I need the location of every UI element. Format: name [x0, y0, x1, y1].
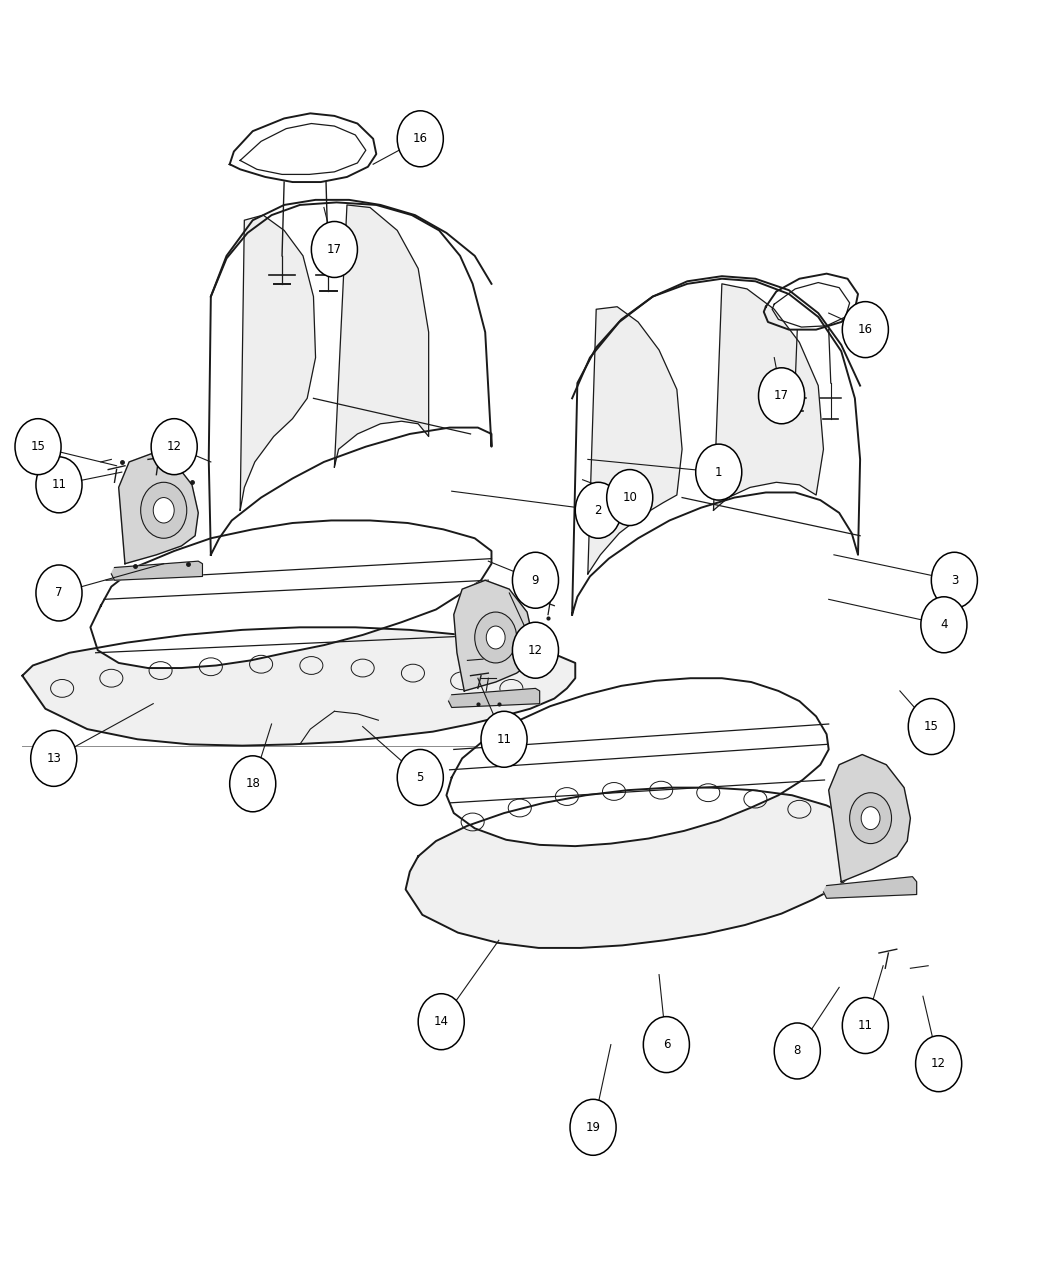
Polygon shape: [22, 627, 575, 746]
Text: 12: 12: [167, 440, 182, 453]
Polygon shape: [119, 453, 198, 564]
Circle shape: [397, 750, 443, 806]
Polygon shape: [763, 274, 858, 330]
Polygon shape: [448, 688, 540, 708]
Text: 18: 18: [246, 778, 260, 790]
Circle shape: [842, 997, 888, 1053]
Circle shape: [696, 444, 741, 500]
Circle shape: [418, 993, 464, 1049]
Circle shape: [153, 497, 174, 523]
Polygon shape: [111, 561, 203, 580]
Text: 12: 12: [931, 1057, 946, 1070]
Circle shape: [397, 111, 443, 167]
Polygon shape: [828, 755, 910, 882]
Polygon shape: [405, 788, 868, 947]
Polygon shape: [714, 284, 823, 510]
Circle shape: [36, 456, 82, 513]
Circle shape: [842, 302, 888, 357]
Circle shape: [475, 612, 517, 663]
Circle shape: [512, 552, 559, 608]
Text: 14: 14: [434, 1015, 448, 1028]
Text: 12: 12: [528, 644, 543, 657]
Text: 11: 11: [497, 733, 511, 746]
Text: 11: 11: [51, 478, 66, 491]
Polygon shape: [588, 307, 682, 574]
Circle shape: [931, 552, 978, 608]
Circle shape: [30, 731, 77, 787]
Polygon shape: [446, 678, 828, 847]
Circle shape: [916, 1035, 962, 1091]
Polygon shape: [454, 580, 533, 691]
Text: 4: 4: [940, 618, 948, 631]
Text: 10: 10: [623, 491, 637, 504]
Circle shape: [861, 807, 880, 830]
Circle shape: [607, 469, 653, 525]
Circle shape: [15, 418, 61, 474]
Circle shape: [570, 1099, 616, 1155]
Polygon shape: [572, 279, 860, 615]
Circle shape: [908, 699, 954, 755]
Text: 7: 7: [56, 586, 63, 599]
Polygon shape: [90, 520, 491, 668]
Circle shape: [774, 1023, 820, 1079]
Circle shape: [486, 626, 505, 649]
Circle shape: [644, 1016, 690, 1072]
Text: 2: 2: [594, 504, 602, 516]
Text: 16: 16: [413, 133, 427, 145]
Text: 11: 11: [858, 1019, 873, 1031]
Circle shape: [921, 597, 967, 653]
Text: 15: 15: [924, 720, 939, 733]
Circle shape: [36, 565, 82, 621]
Polygon shape: [334, 205, 428, 467]
Circle shape: [849, 793, 891, 844]
Text: 9: 9: [531, 574, 540, 586]
Circle shape: [230, 756, 276, 812]
Text: 15: 15: [30, 440, 45, 453]
Circle shape: [575, 482, 622, 538]
Text: 17: 17: [774, 389, 789, 403]
Circle shape: [141, 482, 187, 538]
Text: 17: 17: [327, 244, 342, 256]
Text: 5: 5: [417, 771, 424, 784]
Text: 16: 16: [858, 323, 873, 337]
Text: 3: 3: [950, 574, 958, 586]
Text: 13: 13: [46, 752, 61, 765]
Text: 1: 1: [715, 465, 722, 478]
Polygon shape: [230, 113, 376, 182]
Polygon shape: [240, 215, 316, 510]
Text: 6: 6: [663, 1038, 670, 1051]
Text: 8: 8: [794, 1044, 801, 1057]
Circle shape: [151, 418, 197, 474]
Polygon shape: [209, 203, 491, 555]
Circle shape: [312, 222, 357, 278]
Text: 19: 19: [586, 1121, 601, 1133]
Circle shape: [758, 367, 804, 423]
Polygon shape: [823, 877, 917, 899]
Circle shape: [512, 622, 559, 678]
Circle shape: [481, 711, 527, 768]
